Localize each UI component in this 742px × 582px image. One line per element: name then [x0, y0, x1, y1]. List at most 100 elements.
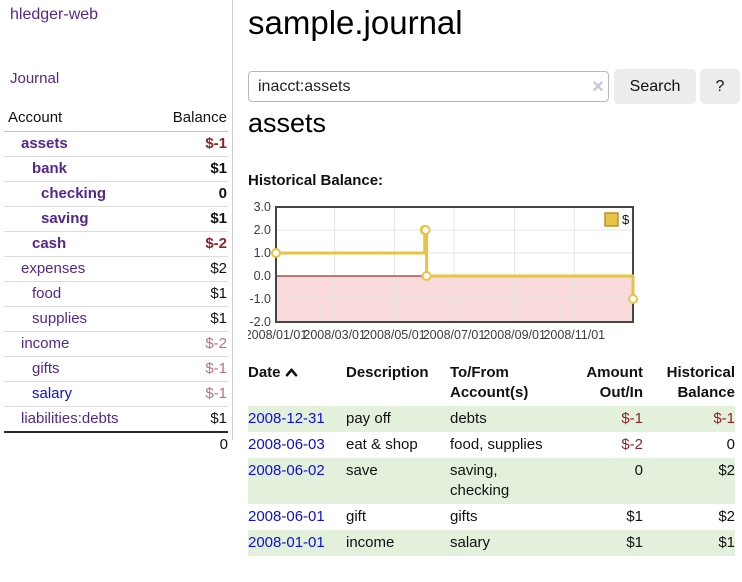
- transaction-amount: $-2: [621, 436, 643, 453]
- transaction-date-link[interactable]: 2008-12-31: [248, 410, 325, 427]
- y-axis-tick-label: 3.0: [254, 200, 271, 214]
- sort-ascending-icon: [285, 364, 298, 384]
- transaction-date-link[interactable]: 2008-06-01: [248, 508, 325, 525]
- account-balance: $-1: [116, 356, 228, 382]
- x-axis-tick-label: 2008/01/01: [248, 328, 307, 342]
- account-balance: $-2: [116, 231, 228, 257]
- balance-column-header: Balance: [116, 107, 228, 132]
- account-balance: $-1: [116, 381, 228, 407]
- transaction-accounts: food, supplies: [450, 436, 543, 453]
- search-input[interactable]: [248, 71, 609, 102]
- transaction-running-balance: $1: [718, 534, 735, 551]
- account-column-header: Account: [4, 107, 116, 132]
- search-button[interactable]: Search: [614, 69, 696, 104]
- plot-border: [275, 206, 634, 323]
- account-row: income $-2: [4, 331, 228, 357]
- register-row: 2008-06-03 eat & shop food, supplies $-2 0: [248, 432, 735, 458]
- register-row: 2008-06-02 save saving, checking 0 $2: [248, 458, 735, 504]
- transaction-running-balance: 0: [726, 436, 735, 453]
- register-row: 2008-06-01 gift gifts $1 $2: [248, 504, 735, 530]
- app-title-link[interactable]: hledger-web: [10, 6, 99, 23]
- account-row: cash $-2: [4, 231, 228, 257]
- account-link[interactable]: assets: [21, 135, 68, 152]
- account-row: checking 0: [4, 181, 228, 207]
- account-row: supplies $1: [4, 306, 228, 332]
- transaction-description: pay off: [346, 410, 391, 427]
- account-link[interactable]: supplies: [32, 310, 88, 327]
- register-header-row: Date Description To/From Account(s) Amoun…: [248, 361, 735, 406]
- balance-column-header: Historical Balance: [666, 364, 735, 401]
- transaction-date-link[interactable]: 2008-06-03: [248, 436, 325, 453]
- description-column-header: Description: [346, 364, 429, 381]
- account-row: liabilities:debts $1: [4, 406, 228, 433]
- help-button[interactable]: ?: [700, 69, 740, 104]
- account-heading: assets: [248, 108, 327, 138]
- transaction-accounts: debts: [450, 410, 487, 427]
- account-link[interactable]: saving: [41, 210, 89, 227]
- x-axis-tick-label: 2008/11/01: [543, 328, 605, 342]
- transaction-amount: $-1: [621, 410, 643, 427]
- accounts-column-header: To/From Account(s): [450, 364, 529, 401]
- transaction-description: income: [346, 534, 395, 551]
- account-row: bank $1: [4, 156, 228, 182]
- account-balance: $-2: [116, 331, 228, 357]
- x-axis-tick-label: 2008/05/01: [363, 328, 426, 342]
- y-axis-tick-label: -1.0: [249, 292, 271, 306]
- account-link[interactable]: gifts: [32, 360, 60, 377]
- transaction-amount: 0: [634, 462, 643, 479]
- chart-title: Historical Balance:: [248, 172, 384, 189]
- y-axis-tick-label: 0.0: [254, 269, 271, 283]
- account-balance: $1: [116, 156, 228, 182]
- account-link[interactable]: expenses: [21, 260, 86, 277]
- sidebar: hledger-web Journal Account Balance asse…: [0, 0, 233, 457]
- account-balance: $1: [116, 306, 228, 332]
- transaction-date-link[interactable]: 2008-06-02: [248, 462, 325, 479]
- account-row: saving $1: [4, 206, 228, 232]
- account-link[interactable]: cash: [32, 235, 67, 252]
- x-axis-tick-label: 2008/03/01: [303, 328, 366, 342]
- data-point-marker: [420, 225, 431, 235]
- register-table: Date Description To/From Account(s) Amoun…: [248, 361, 735, 556]
- clear-search-icon[interactable]: ×: [592, 76, 604, 98]
- transaction-amount: $1: [626, 534, 643, 551]
- y-axis-tick-label: 1.0: [254, 246, 271, 260]
- account-row: expenses $2: [4, 256, 228, 282]
- amount-column-header: Amount Out/In: [586, 364, 643, 401]
- data-point-marker: [421, 271, 432, 281]
- transaction-description: eat & shop: [346, 436, 418, 453]
- transaction-description: save: [346, 462, 378, 479]
- legend-label: $: [622, 212, 630, 227]
- account-balance-table: Account Balance assets $-1 bank $1 checking 0…: [4, 107, 228, 457]
- y-axis-tick-label: -2.0: [249, 315, 271, 329]
- transaction-amount: $1: [626, 508, 643, 525]
- account-link[interactable]: liabilities:debts: [21, 410, 119, 427]
- date-column-header[interactable]: Date: [248, 361, 346, 406]
- account-link[interactable]: bank: [32, 160, 68, 177]
- x-axis-tick-label: 2008/09/01: [483, 328, 546, 342]
- sidebar-item-journal[interactable]: Journal: [10, 70, 60, 87]
- legend-swatch: [604, 212, 619, 227]
- account-row: gifts $-1: [4, 356, 228, 382]
- data-point-marker: [628, 294, 638, 304]
- account-row: assets $-1: [4, 131, 228, 157]
- transaction-running-balance: $-1: [713, 410, 735, 427]
- data-point-marker: [271, 248, 281, 258]
- page-title: sample.journal: [248, 4, 463, 41]
- account-link[interactable]: food: [32, 285, 62, 302]
- account-balance: $-1: [116, 131, 228, 157]
- account-link[interactable]: income: [21, 335, 70, 352]
- transaction-date-link[interactable]: 2008-01-01: [248, 534, 325, 551]
- account-link[interactable]: salary: [32, 385, 73, 402]
- search-bar: × Search ?: [248, 69, 740, 104]
- register-row: 2008-12-31 pay off debts $-1 $-1: [248, 406, 735, 432]
- total-balance: 0: [4, 431, 228, 457]
- account-balance: $1: [116, 406, 228, 433]
- transaction-accounts: gifts: [450, 508, 478, 525]
- transaction-running-balance: $2: [718, 508, 735, 525]
- account-balance: 0: [116, 181, 228, 207]
- account-balance: $1: [116, 206, 228, 232]
- transaction-accounts: saving, checking: [450, 462, 510, 499]
- account-link[interactable]: checking: [41, 185, 107, 202]
- account-row: salary $-1: [4, 381, 228, 407]
- account-balance: $1: [116, 281, 228, 307]
